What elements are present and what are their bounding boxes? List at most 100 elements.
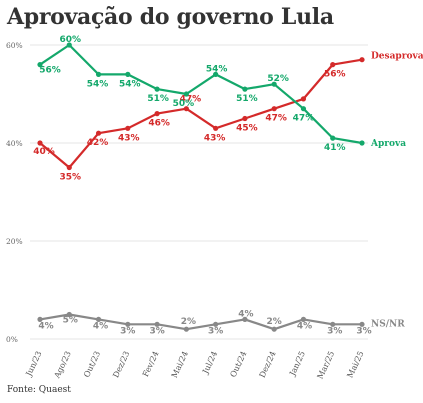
data-label: 35% bbox=[59, 173, 81, 183]
data-label: 3% bbox=[327, 326, 342, 336]
data-point bbox=[213, 125, 219, 131]
y-tick-label: 40% bbox=[6, 139, 23, 148]
data-label: 3% bbox=[120, 326, 135, 336]
data-label: 47% bbox=[293, 114, 315, 124]
data-label: 41% bbox=[324, 143, 346, 153]
x-tick-label: Ago/23 bbox=[52, 350, 73, 381]
data-label: 5% bbox=[63, 316, 78, 326]
data-point bbox=[37, 316, 43, 322]
x-tick-label: Jul/24 bbox=[201, 350, 220, 376]
x-tick-label: Mai/25 bbox=[345, 350, 365, 380]
data-label: 46% bbox=[148, 119, 170, 129]
series-line bbox=[39, 58, 363, 169]
data-point bbox=[359, 321, 365, 327]
data-point bbox=[154, 86, 160, 92]
x-tick-label: Dez/23 bbox=[111, 350, 131, 379]
data-label: 56% bbox=[39, 66, 61, 76]
source-note: Fonte: Quaest bbox=[7, 385, 71, 395]
data-point bbox=[183, 326, 189, 332]
series-layer: 40%35%42% 43%46%47%43%45%47%56%Desaprova5… bbox=[33, 35, 423, 336]
y-axis-ticks: 0% 20% 40% 60% bbox=[6, 41, 23, 344]
data-label: 51% bbox=[236, 94, 258, 104]
x-tick-label: Jun/23 bbox=[24, 350, 44, 379]
data-label: 52% bbox=[267, 74, 289, 84]
data-label: 51% bbox=[147, 94, 169, 104]
data-label: 60% bbox=[59, 35, 81, 45]
chart-title: Aprovação do governo Lula bbox=[7, 4, 334, 30]
data-point bbox=[125, 321, 131, 327]
data-label: 45% bbox=[236, 124, 258, 134]
data-point bbox=[154, 321, 160, 327]
data-point bbox=[66, 164, 72, 171]
data-label: 43% bbox=[204, 133, 226, 143]
data-point bbox=[330, 62, 336, 68]
data-point bbox=[271, 326, 277, 332]
data-label: 47% bbox=[180, 95, 202, 105]
series-line bbox=[39, 43, 363, 145]
data-point bbox=[300, 106, 307, 112]
data-label: 3% bbox=[149, 326, 164, 336]
data-label: 40% bbox=[33, 147, 55, 157]
x-tick-label: Mar/25 bbox=[316, 350, 337, 381]
series-desaprova: 40% 35% 42% 43% 46% 47% 43% 45% 47% 56% Desaprova bbox=[33, 52, 423, 183]
data-label: 3% bbox=[208, 326, 223, 336]
data-point bbox=[242, 115, 248, 122]
data-label: 43% bbox=[118, 133, 140, 143]
data-point bbox=[95, 316, 102, 322]
data-label: 54% bbox=[87, 79, 109, 89]
data-label: 4% bbox=[238, 309, 253, 319]
data-point bbox=[37, 140, 43, 146]
x-tick-label: Out/23 bbox=[82, 350, 102, 379]
data-point bbox=[183, 106, 189, 112]
data-label: 54% bbox=[119, 79, 141, 89]
x-tick-label: Out/24 bbox=[229, 350, 249, 379]
y-tick-label: 60% bbox=[6, 41, 23, 50]
grid-lines bbox=[30, 44, 368, 340]
data-point bbox=[95, 130, 102, 136]
y-tick-label: 20% bbox=[6, 237, 23, 246]
data-point bbox=[271, 106, 277, 112]
data-label: 56% bbox=[324, 70, 346, 80]
data-label: 4% bbox=[297, 321, 312, 331]
data-point bbox=[359, 140, 365, 146]
data-point bbox=[330, 321, 336, 327]
data-label: 4% bbox=[38, 321, 53, 331]
data-point bbox=[183, 91, 189, 97]
y-tick-label: 0% bbox=[6, 335, 18, 344]
data-point bbox=[330, 135, 336, 141]
data-label: 2% bbox=[181, 317, 196, 327]
data-point bbox=[37, 62, 43, 68]
data-label: 54% bbox=[206, 64, 228, 74]
series-label: NS/NR bbox=[371, 319, 405, 329]
data-point bbox=[95, 71, 102, 77]
data-label: 2% bbox=[267, 317, 282, 327]
x-tick-label: Mai/24 bbox=[170, 350, 190, 380]
data-point bbox=[242, 316, 248, 322]
data-point bbox=[300, 316, 307, 322]
series-aprova: 56% 60% 54% 54% 51% 50% 54% 51% 52% 47% 41% Aprova bbox=[37, 35, 406, 153]
data-point bbox=[242, 86, 248, 92]
data-point bbox=[66, 42, 72, 48]
data-point bbox=[213, 71, 219, 77]
data-point bbox=[271, 81, 277, 87]
data-point bbox=[154, 111, 160, 117]
data-label: 50% bbox=[173, 99, 195, 109]
data-point bbox=[213, 321, 219, 327]
series-line bbox=[39, 313, 362, 331]
data-point bbox=[300, 96, 307, 102]
data-point bbox=[359, 57, 365, 63]
x-tick-label: Dez/24 bbox=[258, 350, 278, 379]
x-tick-label: Jan/25 bbox=[287, 350, 307, 378]
data-point bbox=[66, 311, 72, 318]
data-label: 47% bbox=[265, 114, 287, 124]
data-point bbox=[125, 125, 131, 131]
x-axis-ticks: Jun/23 Ago/23 Out/23 Dez/23 Fev/24 Mai/24 Jul/… bbox=[24, 350, 366, 381]
series-label: Aprova bbox=[370, 139, 406, 149]
data-label: 42% bbox=[87, 138, 109, 148]
data-label: 3% bbox=[356, 326, 371, 336]
series-ns-nr: 4%5%4% 3% 3%2%3%4%2% 4% 3% 3%NS/NR bbox=[37, 309, 405, 336]
data-label: 4% bbox=[93, 321, 108, 331]
series-label: Desaprova bbox=[371, 52, 423, 62]
data-point bbox=[125, 71, 131, 77]
